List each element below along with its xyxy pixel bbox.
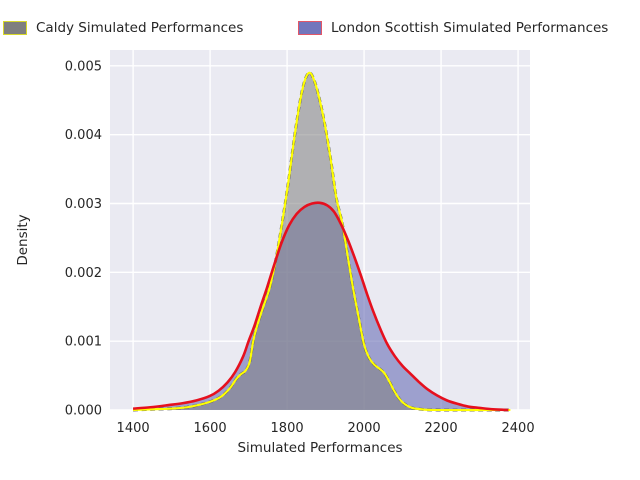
x-tick-label: 2400 — [502, 421, 535, 436]
legend-label-caldy: Caldy Simulated Performances — [36, 20, 244, 36]
y-tick-label: 0.000 — [65, 404, 102, 419]
y-tick-label: 0.002 — [65, 266, 102, 281]
x-tick-label: 1600 — [194, 421, 227, 436]
legend-item-caldy: Caldy Simulated Performances — [3, 18, 243, 38]
x-tick-label: 2200 — [425, 421, 458, 436]
london-scottish-density-line — [132, 201, 509, 412]
caldy-density-area — [133, 72, 511, 411]
x-tick-label: 2000 — [348, 421, 381, 436]
y-tick-label: 0.005 — [65, 59, 102, 74]
caldy-density-line — [133, 71, 511, 412]
x-axis-label: Simulated Performances — [237, 440, 403, 456]
y-tick-labels: 0.000 0.001 0.002 0.003 0.004 0.005 — [65, 59, 102, 418]
x-tick-labels: 1400 1600 1800 2000 2200 2400 — [117, 421, 535, 436]
y-tick-label: 0.001 — [65, 335, 102, 350]
legend-item-london-scottish: London Scottish Simulated Performances — [298, 18, 608, 38]
legend-swatch-london-scottish — [298, 21, 322, 35]
y-tick-label: 0.004 — [65, 128, 102, 143]
legend-swatch-caldy — [3, 21, 27, 35]
y-tick-label: 0.003 — [65, 197, 102, 212]
legend-label-london-scottish: London Scottish Simulated Performances — [331, 20, 609, 36]
x-tick-label: 1800 — [271, 421, 304, 436]
x-tick-label: 1400 — [117, 421, 150, 436]
y-axis-label: Density — [15, 214, 31, 266]
